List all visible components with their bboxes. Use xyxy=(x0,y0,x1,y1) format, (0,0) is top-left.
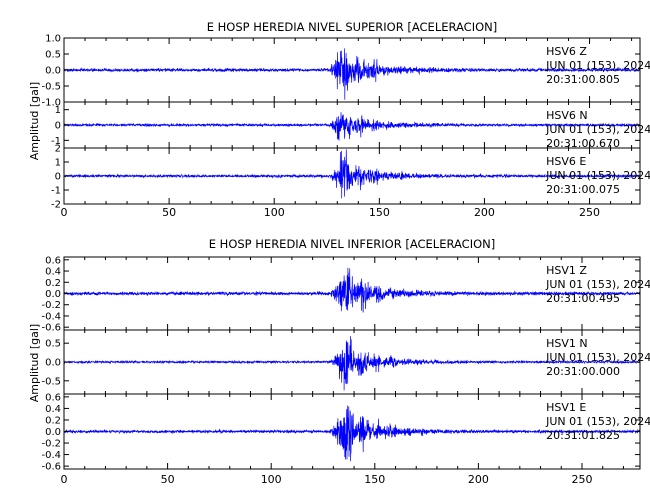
x-tick-label: 250 xyxy=(579,206,600,219)
y-tick-label: -0.2 xyxy=(41,439,61,450)
x-tick-label: 200 xyxy=(468,473,489,486)
chart-1: E HOSP HEREDIA NIVEL SUPERIOR [ACELERACI… xyxy=(28,20,650,219)
channel-label: HSV6 E xyxy=(546,155,586,168)
y-tick-label: -0.5 xyxy=(41,376,61,387)
y-tick-label: -1 xyxy=(51,186,61,197)
x-tick-label: 50 xyxy=(161,473,175,486)
y-tick-label: 0.0 xyxy=(45,358,61,369)
x-tick-label: 200 xyxy=(474,206,495,219)
y-tick-label: -0.6 xyxy=(41,323,61,334)
y-tick-label: 0.0 xyxy=(45,66,61,77)
waveform-series xyxy=(63,267,641,313)
record-date: JUN 01 (153), 2024 xyxy=(545,123,650,136)
record-time: 20:31:00.670 xyxy=(546,137,620,150)
y-tick-label: -0.5 xyxy=(41,82,61,93)
x-tick-label: 150 xyxy=(364,473,385,486)
record-date: JUN 01 (153), 2024 xyxy=(545,415,650,428)
x-tick-label: 150 xyxy=(369,206,390,219)
channel-label: HSV6 N xyxy=(546,109,588,122)
waveform-series xyxy=(63,405,641,462)
y-tick-label: 0.5 xyxy=(45,339,61,350)
record-date: JUN 01 (153), 2024 xyxy=(545,278,650,291)
y-tick-label: 2 xyxy=(55,144,61,155)
y-tick-label: 0.5 xyxy=(45,50,61,61)
y-tick-label: 0.6 xyxy=(45,255,61,266)
x-tick-label: 0 xyxy=(61,206,68,219)
x-tick-label: 100 xyxy=(264,206,285,219)
channel-label: HSV1 E xyxy=(546,401,586,414)
chart-title: E HOSP HEREDIA NIVEL SUPERIOR [ACELERACI… xyxy=(207,20,498,34)
y-tick-label: -0.6 xyxy=(41,462,61,473)
y-tick-label: 0.2 xyxy=(45,278,61,289)
channel-label: HSV1 Z xyxy=(546,264,587,277)
y-tick-label: -0.2 xyxy=(41,300,61,311)
record-time: 20:31:00.075 xyxy=(546,183,620,196)
waveform-series xyxy=(63,149,641,199)
record-date: JUN 01 (153), 2024 xyxy=(545,351,650,364)
waveform-series xyxy=(63,48,641,100)
y-axis-label: Amplitud [gal] xyxy=(28,324,41,402)
y-tick-label: 0.2 xyxy=(45,415,61,426)
y-tick-label: 1 xyxy=(55,105,61,116)
y-tick-label: 0.6 xyxy=(45,392,61,403)
y-tick-label: -1.0 xyxy=(41,98,61,109)
x-tick-label: 100 xyxy=(261,473,282,486)
channel-label: HSV6 Z xyxy=(546,45,587,58)
y-tick-label: 0 xyxy=(55,172,61,183)
waveform-series xyxy=(63,336,641,391)
record-date: JUN 01 (153), 2024 xyxy=(545,169,650,182)
y-tick-label: 0.4 xyxy=(45,404,61,415)
record-time: 20:31:00.805 xyxy=(546,73,620,86)
record-time: 20:31:00.495 xyxy=(546,292,620,305)
record-date: JUN 01 (153), 2024 xyxy=(545,59,650,72)
waveform-series xyxy=(63,112,641,141)
y-tick-label: -2 xyxy=(51,200,61,211)
y-tick-label: -0.4 xyxy=(41,450,61,461)
chart-2: E HOSP HEREDIA NIVEL INFERIOR [ACELERACI… xyxy=(28,237,650,486)
channel-label: HSV1 N xyxy=(546,337,588,350)
x-tick-label: 0 xyxy=(61,473,68,486)
chart-title: E HOSP HEREDIA NIVEL INFERIOR [ACELERACI… xyxy=(209,237,495,251)
y-tick-label: 0.0 xyxy=(45,427,61,438)
record-time: 20:31:01.825 xyxy=(546,429,620,442)
y-axis-label: Amplitud [gal] xyxy=(28,82,41,160)
y-tick-label: -1 xyxy=(51,136,61,147)
y-tick-label: 0.4 xyxy=(45,267,61,278)
y-tick-label: 1 xyxy=(55,158,61,169)
y-tick-label: 0.0 xyxy=(45,289,61,300)
y-tick-label: 0 xyxy=(55,121,61,132)
x-tick-label: 250 xyxy=(571,473,592,486)
y-tick-label: 1.0 xyxy=(45,34,61,45)
x-tick-label: 50 xyxy=(162,206,176,219)
record-time: 20:31:00.000 xyxy=(546,365,620,378)
y-tick-label: -0.4 xyxy=(41,311,61,322)
